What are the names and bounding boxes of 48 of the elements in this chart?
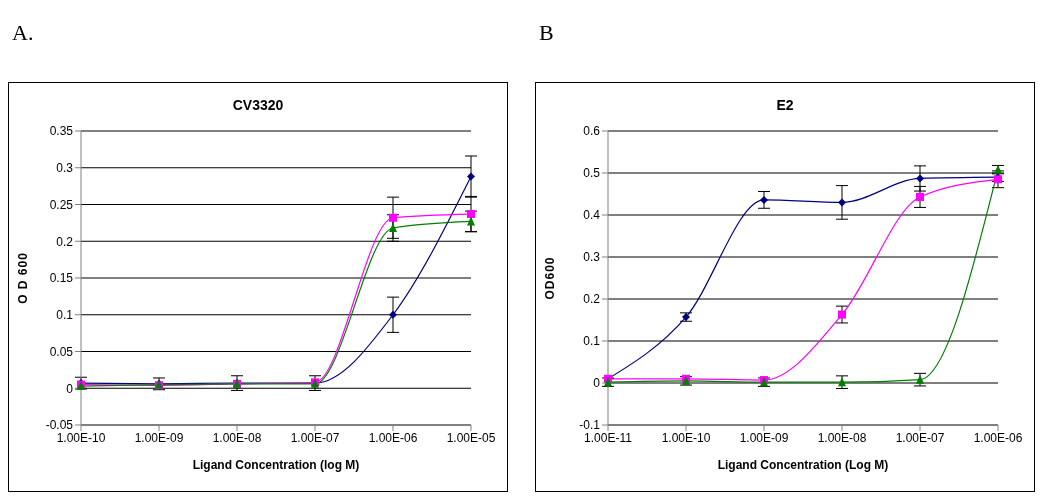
y-tick-label: 0.1 — [56, 308, 74, 323]
x-tick-label: 1.00E-08 — [212, 430, 262, 445]
point — [467, 216, 475, 226]
point — [838, 310, 846, 319]
point — [916, 174, 924, 183]
y-tick-label: 0 — [66, 381, 74, 396]
y-axis-title: OD600 — [543, 256, 558, 300]
y-tick-label: 0.2 — [583, 292, 601, 307]
x-tick-label: 1.00E-05 — [446, 430, 496, 445]
y-tick-label: -0.05 — [45, 418, 74, 433]
point — [838, 198, 846, 207]
point — [467, 172, 475, 181]
y-tick-label: 0.4 — [583, 208, 601, 223]
y-axis-title: O D 600 — [16, 252, 31, 304]
y-tick-label: 0.1 — [583, 334, 601, 349]
point — [760, 195, 768, 204]
y-tick-label: 0.5 — [583, 166, 601, 181]
x-tick-label: 1.00E-11 — [584, 430, 633, 445]
x-tick-label: 1.00E-06 — [973, 430, 1023, 445]
point — [467, 210, 475, 219]
x-tick-label: 1.00E-06 — [368, 430, 418, 445]
y-tick-label: 0.15 — [49, 271, 74, 286]
y-tick-label: 0.3 — [56, 161, 74, 176]
x-tick-label: 1.00E-08 — [817, 430, 867, 445]
x-tick-label: 1.00E-07 — [290, 430, 340, 445]
point — [389, 310, 397, 319]
x-tick-label: 1.00E-09 — [739, 430, 789, 445]
y-tick-label: 0.2 — [56, 234, 74, 249]
chart-title: CV3320 — [231, 97, 285, 113]
x-axis-title: Ligand Concentration (log M) — [192, 458, 360, 472]
y-tick-label: 0.25 — [49, 197, 74, 212]
point — [916, 192, 924, 201]
y-tick-label: 0.6 — [583, 124, 601, 139]
point — [389, 223, 397, 233]
y-tick-label: -0.1 — [579, 418, 601, 433]
chart-title: E2 — [775, 97, 795, 113]
x-tick-label: 1.00E-09 — [134, 430, 184, 445]
x-tick-label: 1.00E-07 — [895, 430, 945, 445]
y-tick-label: 0.3 — [583, 250, 601, 265]
x-tick-label: 1.00E-10 — [56, 430, 106, 445]
y-tick-label: 0 — [593, 376, 601, 391]
x-tick-label: 1.00E-10 — [661, 430, 711, 445]
y-tick-label: 0.35 — [49, 124, 74, 139]
text: B — [539, 20, 554, 45]
x-axis-title: Ligand Concentration (Log M) — [717, 458, 889, 472]
text: A. — [12, 20, 34, 45]
y-tick-label: 0.05 — [49, 344, 74, 359]
point — [389, 213, 397, 222]
